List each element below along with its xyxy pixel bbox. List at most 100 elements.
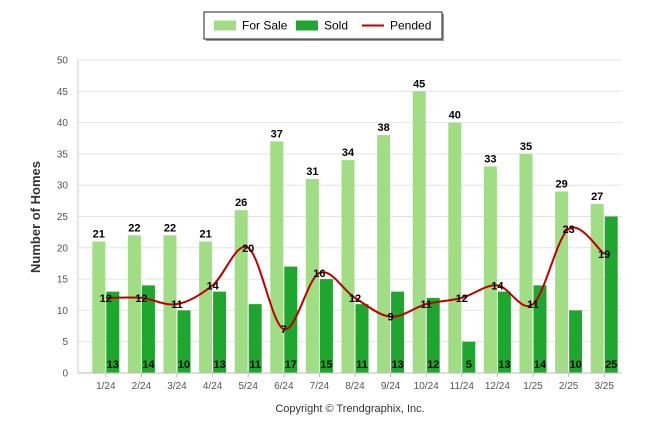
copyright-text: Copyright © Trendgraphix, Inc. <box>275 403 424 415</box>
pended-value-label: 7 <box>281 324 287 336</box>
x-tick-label: 3/24 <box>167 381 187 392</box>
for-sale-bar <box>92 241 106 373</box>
pended-value-label: 19 <box>598 249 610 261</box>
sold-value-label: 14 <box>142 359 155 371</box>
for-sale-bar <box>199 241 213 373</box>
pended-value-label: 12 <box>100 293 112 305</box>
pended-value-label: 12 <box>349 293 361 305</box>
y-tick-label: 15 <box>57 275 69 286</box>
x-tick-label: 2/24 <box>132 381 152 392</box>
for-sale-value-label: 27 <box>591 191 603 203</box>
sold-value-label: 5 <box>466 359 472 371</box>
legend[interactable]: For Sale Sold Pended <box>203 11 444 41</box>
pended-value-label: 11 <box>171 299 183 311</box>
for-sale-bar <box>483 166 497 373</box>
for-sale-bar <box>519 153 533 373</box>
x-tick-label: 5/24 <box>238 381 258 392</box>
for-sale-bar <box>377 135 391 373</box>
pended-value-label: 23 <box>562 224 574 236</box>
sold-value-label: 15 <box>320 359 332 371</box>
sold-value-label: 11 <box>249 359 261 371</box>
sold-value-label: 25 <box>605 359 617 371</box>
sold-value-label: 17 <box>285 359 297 371</box>
x-tick-label: 2/25 <box>559 381 579 392</box>
sold-bar <box>141 285 155 373</box>
x-tick-label: 3/25 <box>594 381 614 392</box>
sold-value-label: 12 <box>427 359 439 371</box>
sold-value-label: 13 <box>213 359 225 371</box>
sold-bar <box>391 291 405 373</box>
for-sale-value-label: 33 <box>484 153 496 165</box>
pended-value-label: 14 <box>491 280 504 292</box>
sold-bar <box>569 310 583 373</box>
y-tick-label: 0 <box>62 369 68 380</box>
pended-line-group <box>105 226 605 331</box>
y-tick-label: 5 <box>62 337 68 348</box>
y-axis-title: Number of Homes <box>28 161 43 273</box>
pended-value-label: 11 <box>420 299 432 311</box>
x-tick-label: 6/24 <box>274 381 294 392</box>
pended-value-label: 20 <box>242 243 254 255</box>
sold-bar <box>462 341 476 373</box>
y-tick-label: 10 <box>57 306 69 317</box>
pended-value-label: 11 <box>527 299 539 311</box>
for-sale-value-label: 35 <box>520 141 532 153</box>
x-tick-label: 1/25 <box>523 381 543 392</box>
sold-bar <box>497 291 511 373</box>
for-sale-value-label: 21 <box>93 229 105 241</box>
x-tick-label: 9/24 <box>381 381 401 392</box>
sold-value-label: 14 <box>534 359 547 371</box>
pended-value-label: 16 <box>313 268 325 280</box>
legend-swatch[interactable] <box>214 20 236 31</box>
for-sale-bar <box>590 203 604 373</box>
sold-bar <box>533 285 547 373</box>
for-sale-value-label: 31 <box>306 166 318 178</box>
for-sale-value-label: 21 <box>199 229 211 241</box>
x-tick-label: 1/24 <box>96 381 116 392</box>
sold-bar <box>604 216 618 373</box>
y-tick-label: 45 <box>57 87 69 98</box>
sold-bar <box>284 266 298 373</box>
for-sale-value-label: 22 <box>164 222 176 234</box>
pended-value-label: 9 <box>388 312 394 324</box>
for-sale-bar <box>448 122 462 373</box>
x-tick-label: 10/24 <box>414 381 439 392</box>
legend-label[interactable]: For Sale <box>242 19 288 33</box>
for-sale-value-label: 40 <box>449 110 461 122</box>
legend-swatch[interactable] <box>296 20 318 31</box>
y-tick-label: 50 <box>57 56 69 67</box>
x-tick-label: 11/24 <box>450 381 475 392</box>
y-tick-label: 40 <box>57 118 69 129</box>
for-sale-bar <box>555 191 569 373</box>
sold-bar <box>426 297 440 373</box>
for-sale-value-label: 38 <box>377 122 389 134</box>
y-tick-label: 35 <box>57 149 69 160</box>
legend-label[interactable]: Pended <box>390 19 431 33</box>
legend-label[interactable]: Sold <box>324 19 348 33</box>
x-tick-label: 12/24 <box>485 381 510 392</box>
data-labels: 21 13 22 14 22 10 21 13 26 11 37 17 31 15 34 11 38 13 45 12… <box>93 78 618 371</box>
legend-box <box>203 11 443 40</box>
for-sale-value-label: 26 <box>235 197 247 209</box>
for-sale-value-label: 45 <box>413 78 425 90</box>
y-tick-label: 20 <box>57 243 69 254</box>
x-tick-label: 7/24 <box>310 381 330 392</box>
sold-bar <box>177 310 191 373</box>
pended-value-label: 14 <box>206 280 219 292</box>
for-sale-value-label: 34 <box>342 147 355 159</box>
for-sale-bar <box>412 91 426 374</box>
sold-value-label: 13 <box>107 359 119 371</box>
x-tick-label: 4/24 <box>203 381 223 392</box>
sold-bar <box>355 304 369 373</box>
sold-value-label: 10 <box>569 359 581 371</box>
for-sale-value-label: 29 <box>555 178 567 190</box>
for-sale-bar <box>234 210 248 373</box>
sold-value-label: 13 <box>391 359 403 371</box>
y-tick-label: 30 <box>57 181 69 192</box>
sold-value-label: 11 <box>356 359 368 371</box>
pended-value-label: 12 <box>456 293 468 305</box>
for-sale-value-label: 37 <box>271 128 283 140</box>
y-tick-label: 25 <box>57 212 69 223</box>
